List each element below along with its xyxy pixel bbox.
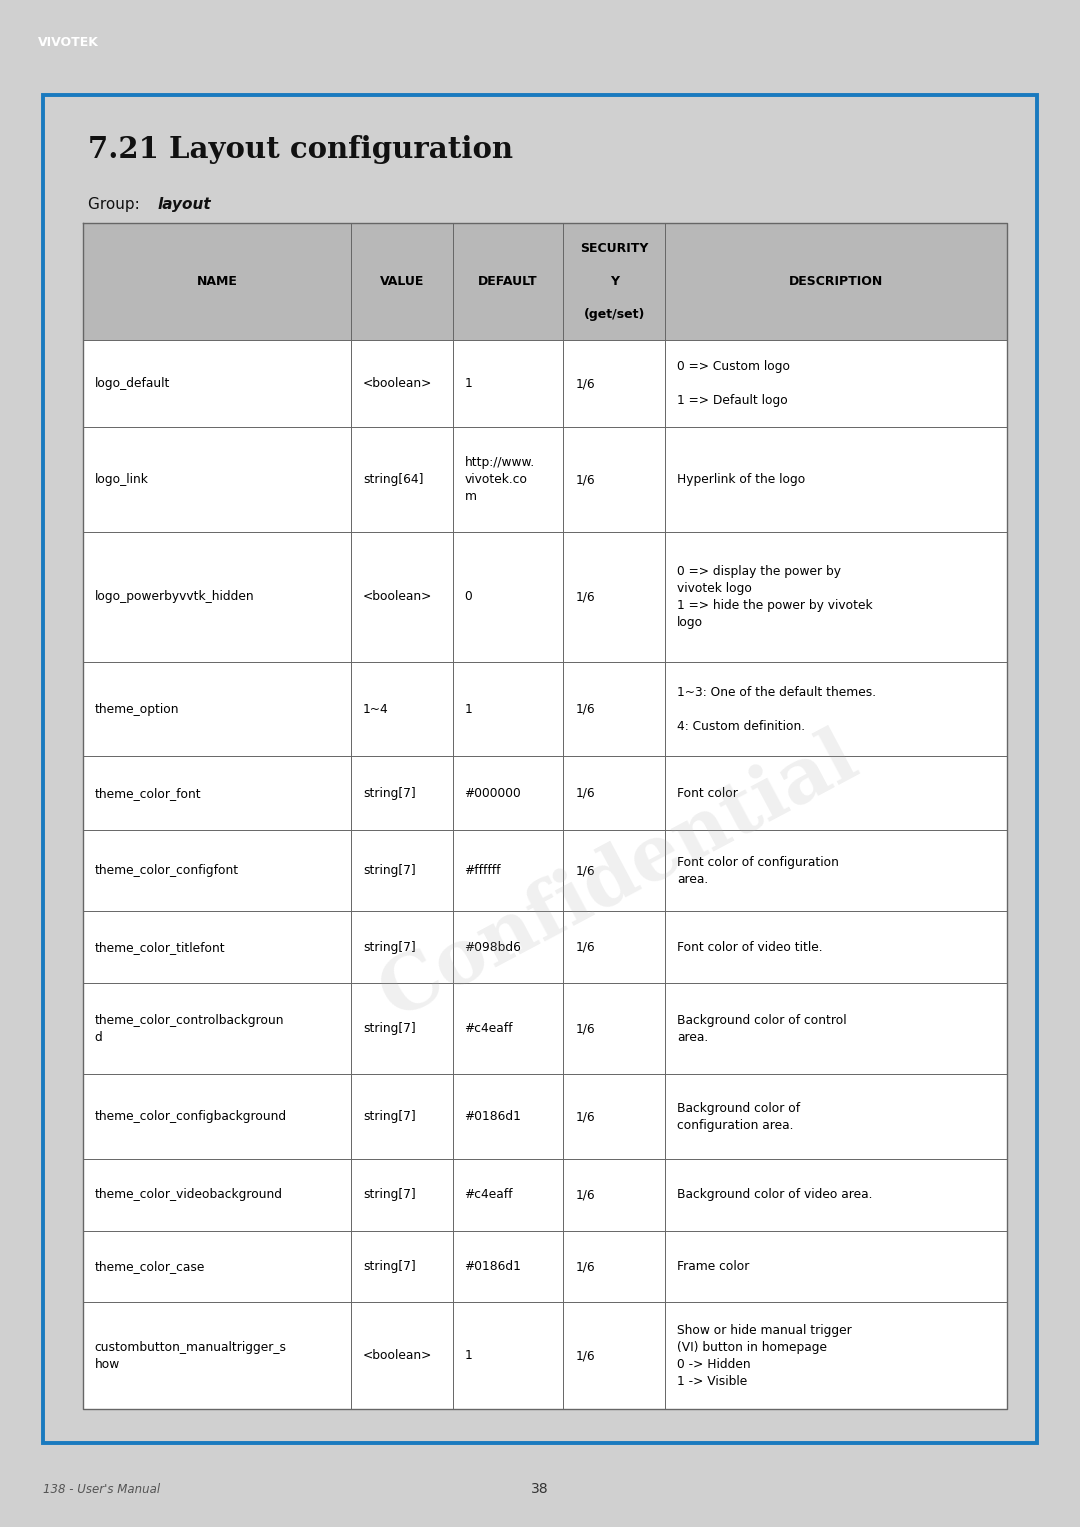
Text: string[7]: string[7]: [363, 941, 416, 953]
Text: 0 => display the power by
vivotek logo
1 => hide the power by vivotek
logo: 0 => display the power by vivotek logo 1…: [677, 565, 873, 629]
Text: <boolean>: <boolean>: [363, 591, 432, 603]
Text: #c4eaff: #c4eaff: [464, 1188, 513, 1202]
Bar: [83, 1073, 1007, 1159]
Text: 7.21 Layout configuration: 7.21 Layout configuration: [87, 134, 513, 163]
Text: string[7]: string[7]: [363, 1110, 416, 1122]
Text: <boolean>: <boolean>: [363, 377, 432, 391]
Text: theme_color_controlbackgroun
d: theme_color_controlbackgroun d: [95, 1014, 284, 1043]
Text: theme_color_titlefont: theme_color_titlefont: [95, 941, 226, 953]
Text: 1/6: 1/6: [576, 1350, 595, 1362]
Text: 1/6: 1/6: [576, 377, 595, 391]
Text: http://www.
vivotek.co
m: http://www. vivotek.co m: [464, 457, 535, 502]
Text: #0186d1: #0186d1: [464, 1260, 522, 1274]
Text: 0: 0: [464, 591, 472, 603]
Text: Group:: Group:: [87, 197, 145, 212]
Text: 1/6: 1/6: [576, 591, 595, 603]
Text: #0186d1: #0186d1: [464, 1110, 522, 1122]
Bar: [83, 756, 1007, 831]
Text: Background color of video area.: Background color of video area.: [677, 1188, 873, 1202]
Text: NAME: NAME: [197, 275, 238, 289]
Bar: [83, 223, 1007, 341]
Text: theme_color_case: theme_color_case: [95, 1260, 205, 1274]
Bar: [83, 341, 1007, 428]
Text: 1: 1: [464, 702, 472, 716]
Text: logo_powerbyvvtk_hidden: logo_powerbyvvtk_hidden: [95, 591, 255, 603]
Text: custombutton_manualtrigger_s
how: custombutton_manualtrigger_s how: [95, 1341, 287, 1371]
Text: Font color of video title.: Font color of video title.: [677, 941, 823, 953]
Text: string[7]: string[7]: [363, 1188, 416, 1202]
Text: string[64]: string[64]: [363, 473, 423, 486]
Text: layout: layout: [158, 197, 211, 212]
Text: theme_color_configbackground: theme_color_configbackground: [95, 1110, 287, 1122]
Text: 1/6: 1/6: [576, 1110, 595, 1122]
Bar: [83, 1159, 1007, 1231]
Text: Background color of
configuration area.: Background color of configuration area.: [677, 1101, 800, 1132]
Text: #000000: #000000: [464, 786, 522, 800]
Text: #c4eaff: #c4eaff: [464, 1022, 513, 1035]
Text: string[7]: string[7]: [363, 786, 416, 800]
Bar: [83, 983, 1007, 1073]
Text: string[7]: string[7]: [363, 864, 416, 878]
Text: 1/6: 1/6: [576, 473, 595, 486]
Bar: [83, 831, 1007, 912]
Text: 1/6: 1/6: [576, 1022, 595, 1035]
Text: 138 - User's Manual: 138 - User's Manual: [43, 1483, 160, 1496]
Text: VALUE: VALUE: [379, 275, 424, 289]
Text: 38: 38: [531, 1483, 549, 1496]
Text: theme_color_font: theme_color_font: [95, 786, 202, 800]
Text: 1/6: 1/6: [576, 1188, 595, 1202]
Text: Background color of control
area.: Background color of control area.: [677, 1014, 847, 1043]
Text: 1/6: 1/6: [576, 864, 595, 878]
Text: theme_option: theme_option: [95, 702, 179, 716]
Text: 0 => Custom logo

1 => Default logo: 0 => Custom logo 1 => Default logo: [677, 360, 789, 408]
Text: <boolean>: <boolean>: [363, 1350, 432, 1362]
Text: 1: 1: [464, 1350, 472, 1362]
Text: Hyperlink of the logo: Hyperlink of the logo: [677, 473, 806, 486]
Text: Font color of configuration
area.: Font color of configuration area.: [677, 855, 839, 886]
Bar: [83, 531, 1007, 663]
Text: Font color: Font color: [677, 786, 738, 800]
Text: 1/6: 1/6: [576, 786, 595, 800]
Text: Show or hide manual trigger
(VI) button in homepage
0 -> Hidden
1 -> Visible: Show or hide manual trigger (VI) button …: [677, 1324, 852, 1388]
Bar: [83, 1231, 1007, 1303]
Text: DEFAULT: DEFAULT: [478, 275, 538, 289]
Text: 1: 1: [464, 377, 472, 391]
Text: #098bd6: #098bd6: [464, 941, 522, 953]
Text: 1/6: 1/6: [576, 941, 595, 953]
Text: Frame color: Frame color: [677, 1260, 750, 1274]
Text: logo_default: logo_default: [95, 377, 171, 391]
Text: string[7]: string[7]: [363, 1260, 416, 1274]
Text: DESCRIPTION: DESCRIPTION: [788, 275, 883, 289]
Text: 1/6: 1/6: [576, 1260, 595, 1274]
Bar: [83, 912, 1007, 983]
Text: theme_color_configfont: theme_color_configfont: [95, 864, 239, 878]
Text: 1~4: 1~4: [363, 702, 389, 716]
Text: Confidential: Confidential: [368, 719, 870, 1034]
Bar: [83, 663, 1007, 756]
Text: theme_color_videobackground: theme_color_videobackground: [95, 1188, 283, 1202]
Text: 1/6: 1/6: [576, 702, 595, 716]
Text: 1~3: One of the default themes.

4: Custom definition.: 1~3: One of the default themes. 4: Custo…: [677, 686, 876, 733]
Text: #ffffff: #ffffff: [464, 864, 501, 878]
Bar: [83, 1303, 1007, 1409]
Text: SECURITY

Y

(get/set): SECURITY Y (get/set): [580, 241, 648, 321]
Text: logo_link: logo_link: [95, 473, 149, 486]
Text: VIVOTEK: VIVOTEK: [38, 37, 98, 49]
Text: string[7]: string[7]: [363, 1022, 416, 1035]
Bar: [83, 428, 1007, 531]
